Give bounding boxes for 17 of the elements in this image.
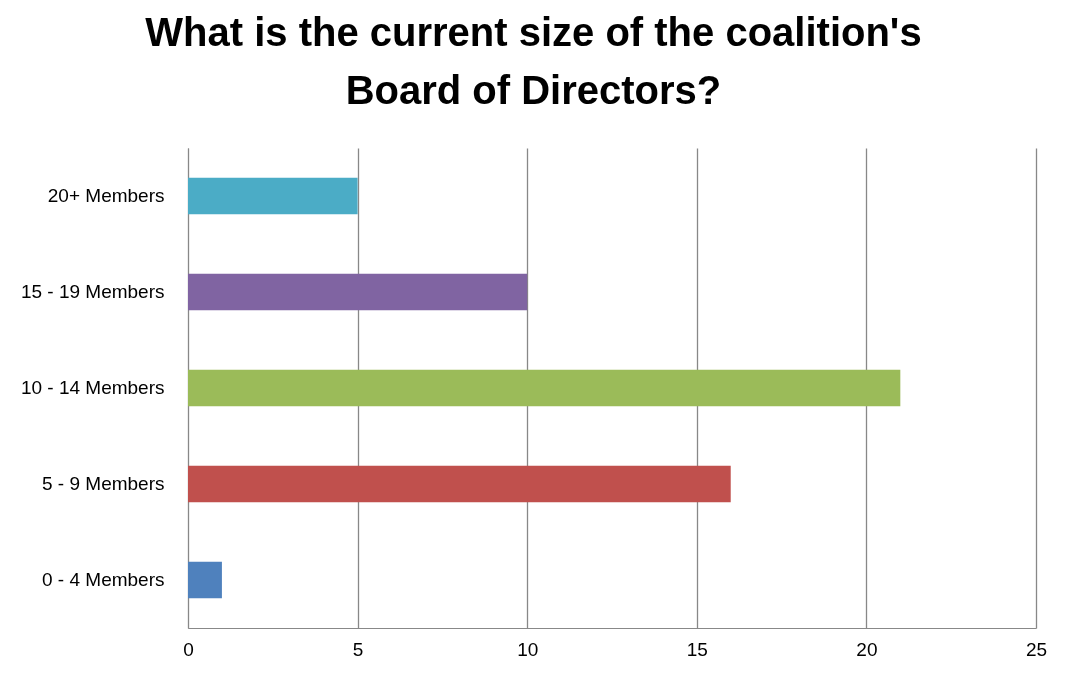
y-tick-label: 20+ Members: [47, 185, 165, 206]
y-tick-label: 10 - 14 Members: [20, 377, 165, 398]
x-tick-label: 10: [517, 638, 539, 660]
chart-title: What is the current size of the coalition's Board of Directors?: [145, 10, 922, 112]
bar: [188, 561, 222, 599]
y-tick-label: 0 - 4 Members: [42, 569, 165, 590]
bar: [188, 465, 731, 503]
y-tick-label: 5 - 9 Members: [42, 473, 165, 494]
x-tick-label: 20: [856, 638, 878, 660]
y-tick-label: 15 - 19 Members: [20, 281, 165, 302]
x-tick-label: 25: [1025, 638, 1048, 660]
bar: [188, 177, 358, 215]
x-tick-label: 15: [686, 638, 708, 660]
x-tick-label: 0: [183, 638, 194, 660]
bar: [188, 273, 528, 311]
x-tick-label: 5: [352, 638, 364, 660]
bar: [188, 369, 901, 407]
